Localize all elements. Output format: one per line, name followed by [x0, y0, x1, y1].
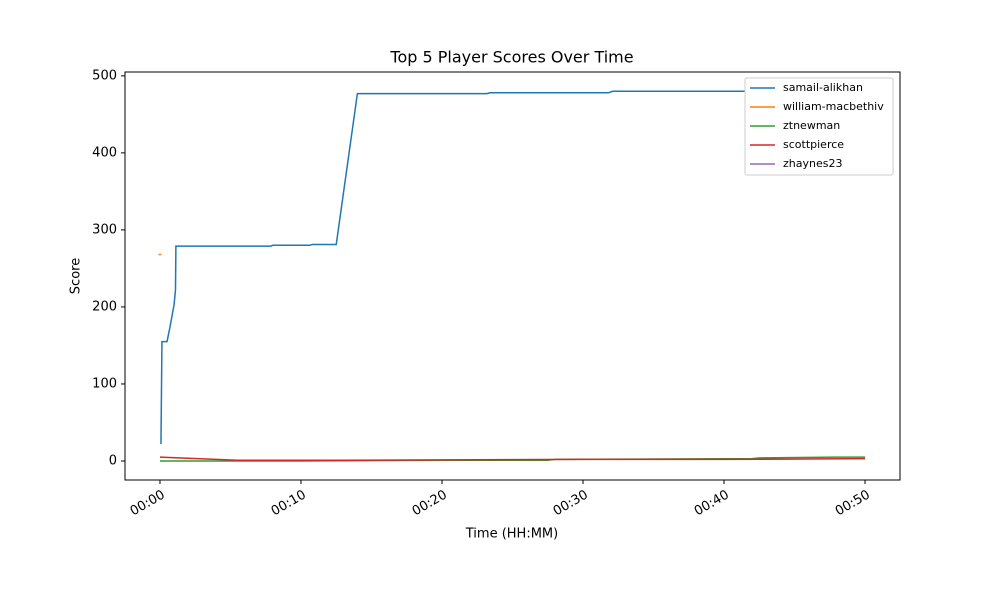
- chart-title: Top 5 Player Scores Over Time: [389, 48, 633, 67]
- x-tick-label: 00:30: [551, 488, 591, 520]
- series-line: [160, 90, 866, 445]
- legend-box: [744, 77, 894, 176]
- x-tick-label: 00:10: [269, 488, 309, 520]
- x-tick-label: 00:40: [692, 488, 732, 520]
- x-tick-label: 00:00: [128, 488, 168, 520]
- y-tick-label: 300: [92, 222, 117, 237]
- plot-area: [124, 71, 901, 481]
- x-tick-label: 00:50: [833, 488, 873, 520]
- y-tick-label: 200: [92, 299, 117, 314]
- y-tick-label: 100: [92, 376, 117, 391]
- y-tick-label: 500: [92, 68, 117, 83]
- legend-label: scottpierce: [783, 138, 844, 151]
- legend-label: samail-alikhan: [783, 81, 863, 94]
- y-tick-label: 400: [92, 145, 117, 160]
- legend-label: ztnewman: [783, 119, 840, 132]
- legend-label: zhaynes23: [783, 157, 842, 170]
- series-line: [159, 456, 866, 461]
- x-axis-label: Time (HH:MM): [465, 527, 558, 542]
- legend-label: william-macbethiv: [783, 100, 884, 113]
- y-axis-label: Score: [69, 258, 84, 294]
- y-tick-label: 0: [109, 453, 117, 468]
- x-tick-label: 00:20: [410, 488, 450, 520]
